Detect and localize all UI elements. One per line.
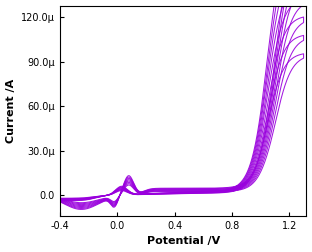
Y-axis label: Current /A: Current /A xyxy=(6,79,16,143)
X-axis label: Potential /V: Potential /V xyxy=(147,236,220,246)
